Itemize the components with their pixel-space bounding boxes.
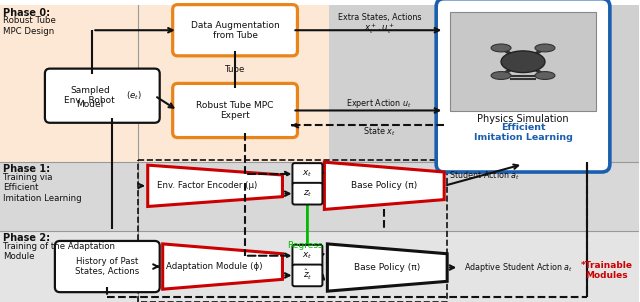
- FancyBboxPatch shape: [436, 0, 610, 172]
- Text: $x_t$: $x_t$: [302, 250, 312, 261]
- FancyBboxPatch shape: [292, 245, 323, 267]
- Ellipse shape: [491, 44, 511, 52]
- Text: Sampled
Env., Robot: Sampled Env., Robot: [65, 86, 115, 105]
- Text: Env. Factor Encoder (μ): Env. Factor Encoder (μ): [157, 181, 257, 190]
- Ellipse shape: [535, 44, 555, 52]
- Text: Training of the Adaptation
Module: Training of the Adaptation Module: [3, 242, 115, 261]
- FancyBboxPatch shape: [173, 5, 298, 56]
- Ellipse shape: [491, 72, 511, 79]
- Text: Adaptation Module (ϕ): Adaptation Module (ϕ): [166, 262, 263, 271]
- Bar: [0, 162, 639, 231]
- Text: $\hat{z}_t$: $\hat{z}_t$: [303, 268, 312, 282]
- Text: Expert Action $u_t$: Expert Action $u_t$: [346, 97, 412, 110]
- Polygon shape: [328, 244, 447, 291]
- Text: Physics Simulation: Physics Simulation: [477, 114, 569, 124]
- Text: Robust Tube
MPC Design: Robust Tube MPC Design: [3, 16, 56, 36]
- Text: Training via
Efficient
Imitation Learning: Training via Efficient Imitation Learnin…: [3, 173, 82, 203]
- Text: Phase 1:: Phase 1:: [3, 164, 50, 174]
- Polygon shape: [163, 244, 282, 289]
- Text: History of Past
States, Actions: History of Past States, Actions: [75, 257, 140, 276]
- Text: Tube: Tube: [225, 65, 245, 74]
- FancyBboxPatch shape: [55, 241, 160, 292]
- Text: Robust Tube MPC
Expert: Robust Tube MPC Expert: [196, 101, 274, 120]
- FancyBboxPatch shape: [292, 163, 323, 185]
- FancyBboxPatch shape: [292, 183, 323, 204]
- Text: Phase 0:: Phase 0:: [3, 8, 50, 18]
- Text: $x_t^+, u_t^+$: $x_t^+, u_t^+$: [364, 22, 395, 36]
- Text: Base Policy (π): Base Policy (π): [351, 181, 417, 190]
- Text: Phase 2:: Phase 2:: [3, 233, 50, 243]
- Text: Student Action $a_t$: Student Action $a_t$: [449, 170, 520, 182]
- Bar: [330, 5, 639, 162]
- FancyBboxPatch shape: [292, 265, 323, 286]
- Text: $z_t$: $z_t$: [303, 188, 312, 199]
- Text: Adaptive Student Action $a_t$: Adaptive Student Action $a_t$: [464, 261, 573, 274]
- Ellipse shape: [535, 72, 555, 79]
- Ellipse shape: [501, 51, 545, 72]
- Bar: [0, 5, 639, 162]
- FancyBboxPatch shape: [173, 83, 298, 137]
- Text: Base Policy (π): Base Policy (π): [354, 263, 420, 272]
- Text: Efficient
Imitation Learning: Efficient Imitation Learning: [474, 123, 572, 142]
- Text: $(e_t)$: $(e_t)$: [126, 89, 141, 102]
- Bar: [450, 12, 596, 111]
- Bar: [0, 231, 639, 302]
- Text: *Trainable
Modules: *Trainable Modules: [581, 261, 633, 280]
- Text: State $x_t$: State $x_t$: [363, 126, 396, 138]
- Text: $x_t$: $x_t$: [302, 169, 312, 179]
- Text: Model: Model: [76, 100, 104, 109]
- Polygon shape: [148, 165, 282, 207]
- Text: Data Augmentation
from Tube: Data Augmentation from Tube: [191, 21, 280, 40]
- FancyBboxPatch shape: [45, 69, 160, 123]
- Text: Regress: Regress: [287, 241, 323, 250]
- Polygon shape: [324, 162, 444, 210]
- Bar: [138, 160, 447, 302]
- Text: Extra States, Actions: Extra States, Actions: [337, 13, 421, 22]
